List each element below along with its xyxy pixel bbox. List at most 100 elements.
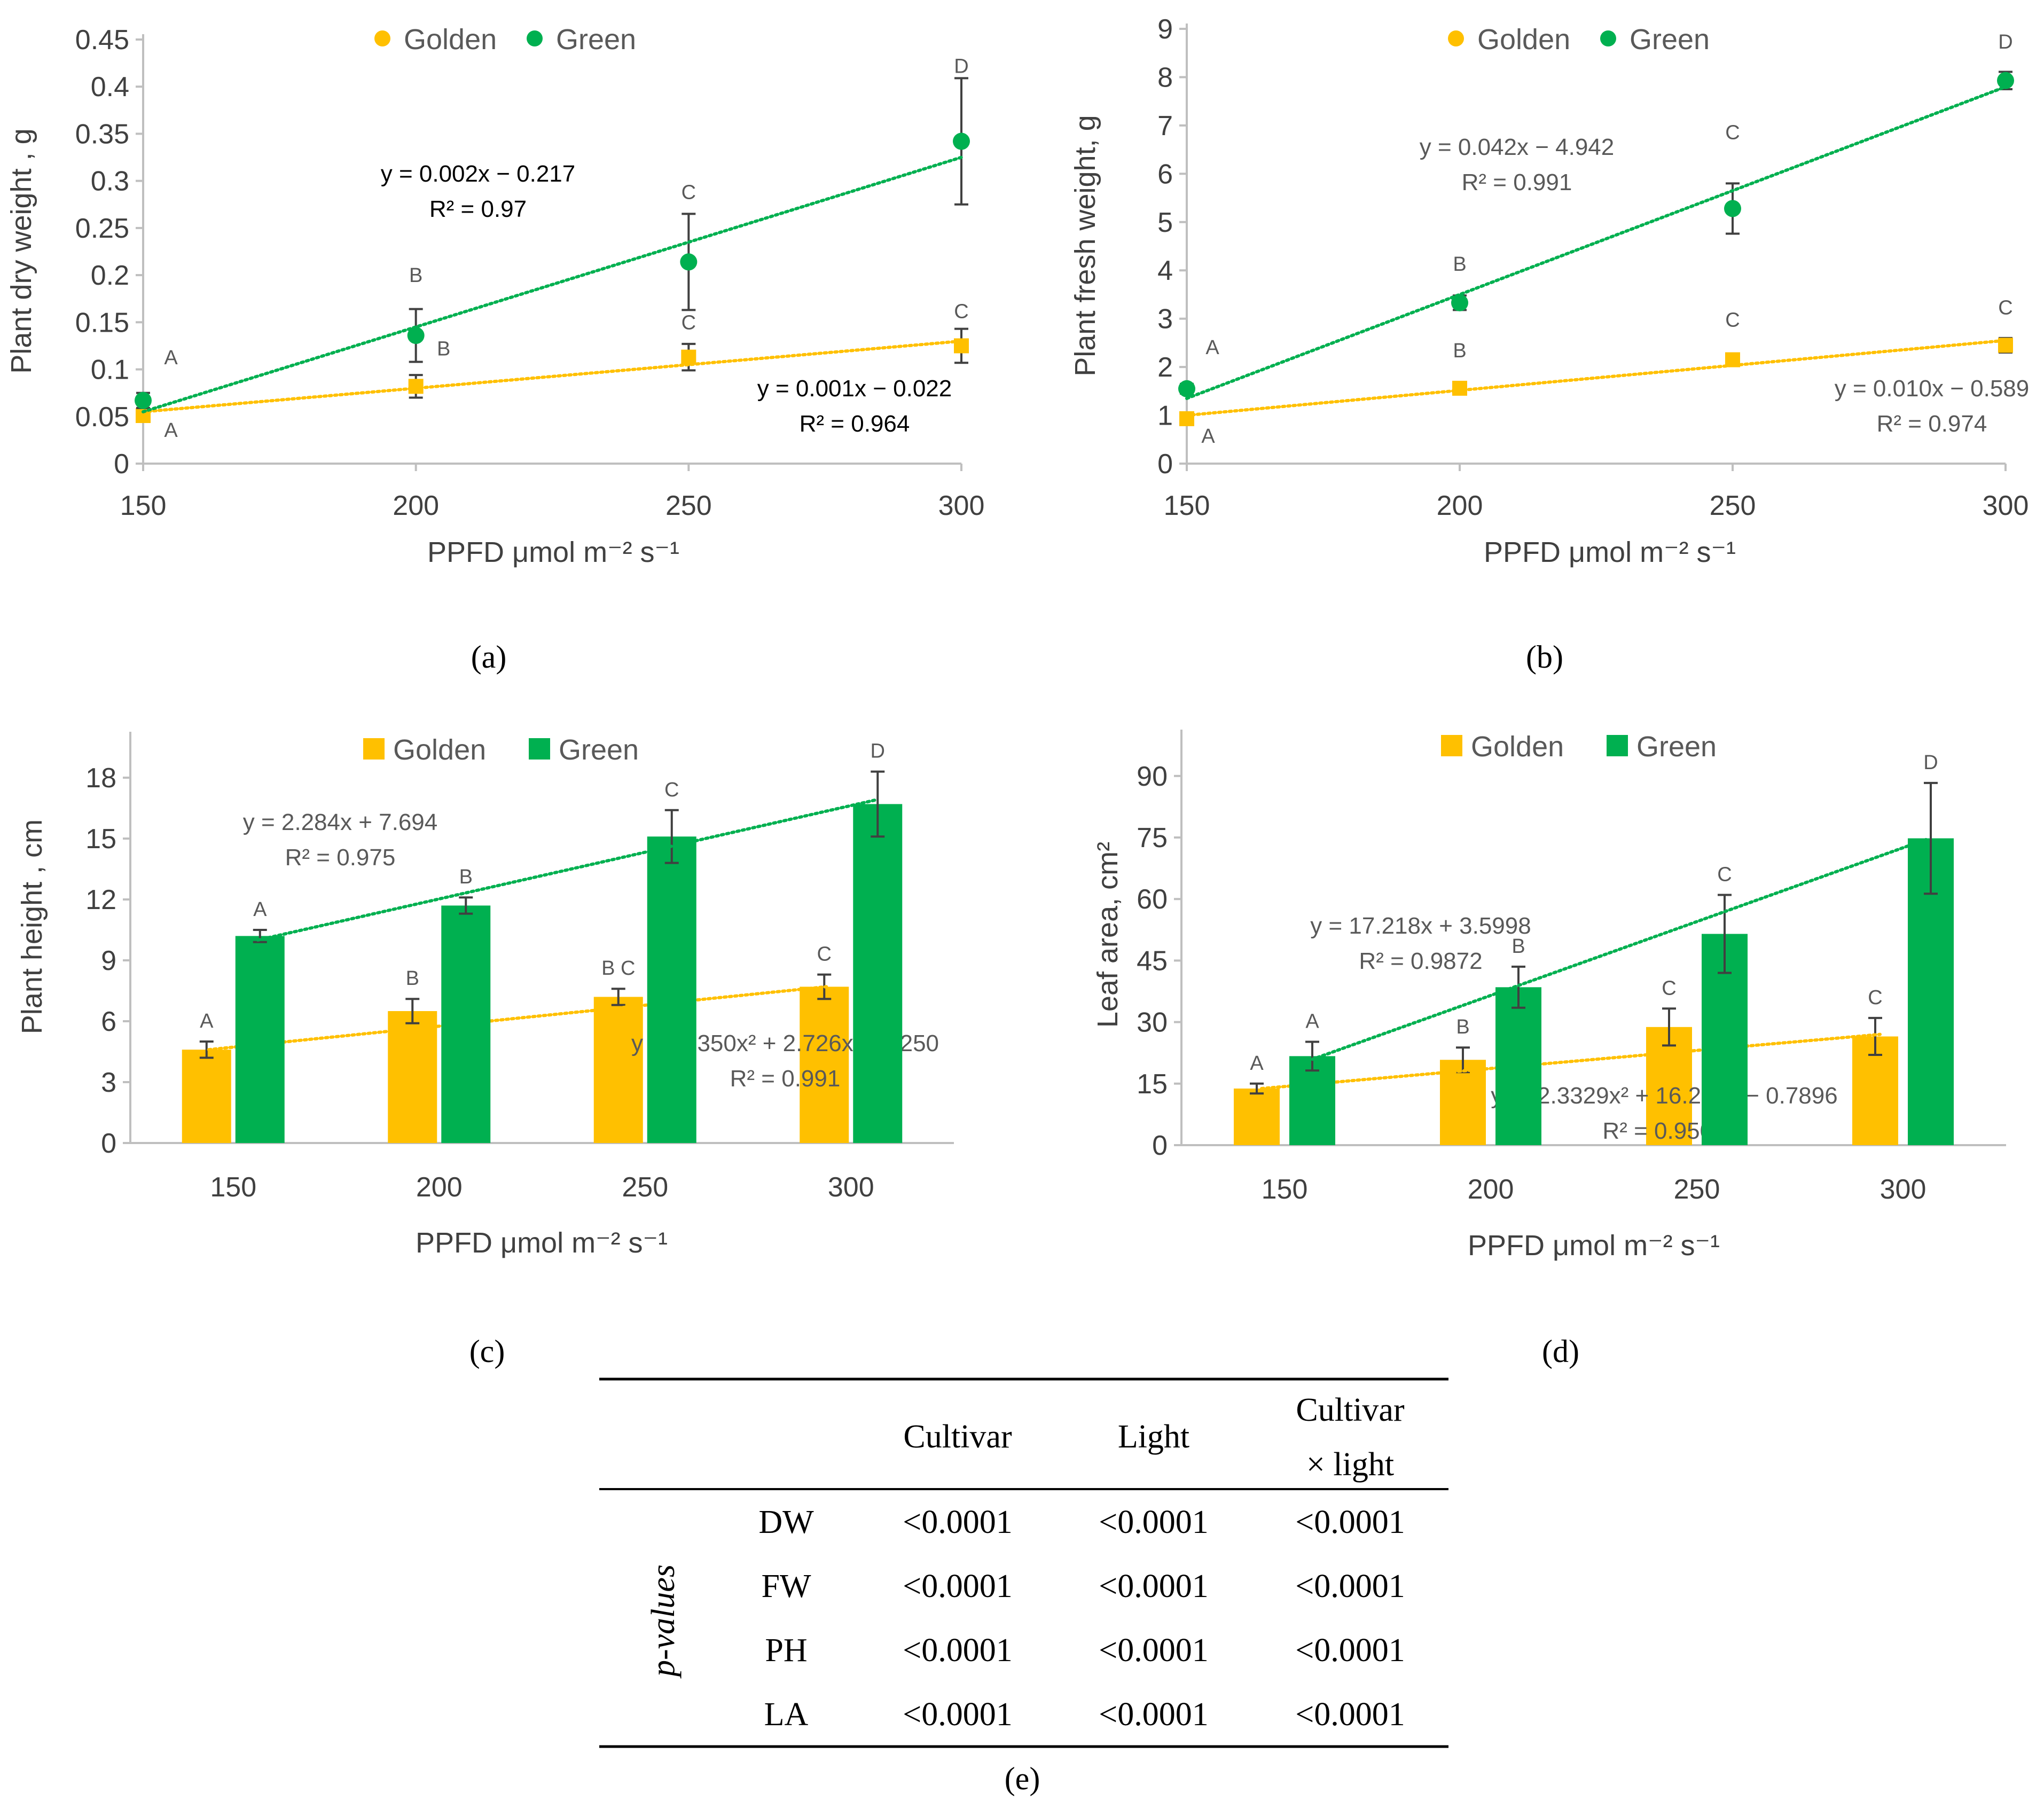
table-row: LA <0.0001 <0.0001 <0.0001 — [764, 1696, 1405, 1733]
b-y-tick-label: 6 — [1157, 159, 1173, 190]
d-golden-bar — [1440, 1060, 1486, 1145]
c-y-tick-label: 0 — [101, 1128, 116, 1159]
b-y-tick-label: 0 — [1157, 449, 1173, 480]
c-golden-trendline — [207, 985, 828, 1052]
c-green-bar — [235, 936, 285, 1143]
d-y-tick-label: 0 — [1152, 1130, 1168, 1161]
c-green-significance-letter: A — [253, 898, 267, 921]
a-y-tick-label: 0.35 — [75, 119, 129, 150]
a-green-significance-letter: C — [682, 181, 696, 203]
a-y-tick-label: 0 — [114, 449, 129, 480]
a-legend-label-green: Green — [556, 24, 636, 56]
c-golden-bar — [800, 987, 849, 1143]
c-green-bar — [853, 804, 903, 1143]
a-green-trend-equation: y = 0.002x − 0.217 — [381, 161, 576, 187]
b-golden-significance-letter: B — [1453, 340, 1466, 362]
b-legend-label-green: Green — [1630, 24, 1710, 56]
c-y-tick-label: 3 — [101, 1067, 116, 1098]
d-x-tick-label: 150 — [1262, 1174, 1308, 1205]
c-golden-significance-letter: B — [406, 967, 419, 990]
b-y-axis-title: Plant fresh weight, g — [1069, 115, 1101, 376]
row-label-ph: PH — [765, 1632, 807, 1669]
c-y-tick-label: 9 — [101, 945, 116, 976]
b-green-point — [1997, 72, 2014, 89]
row-group-label-text: p-values — [645, 1564, 682, 1679]
a-y-tick-label: 0.05 — [75, 402, 129, 433]
d-green-significance-letter: D — [1923, 752, 1938, 774]
b-legend-marker-green — [1600, 30, 1616, 46]
b-green-significance-letter: D — [1998, 31, 2012, 53]
c-golden-bar — [388, 1011, 437, 1143]
b-x-tick-label: 150 — [1164, 490, 1210, 521]
b-green-significance-letter: A — [1205, 336, 1219, 359]
a-green-trend-r2: R² = 0.97 — [429, 196, 527, 222]
a-panel-label: (a) — [471, 639, 507, 675]
a-green-significance-letter: D — [954, 56, 968, 78]
cell-dw-light: <0.0001 — [1099, 1504, 1208, 1540]
header-cultivar-x-light-line1: Cultivar — [1296, 1392, 1405, 1428]
a-green-point — [953, 132, 970, 150]
a-green-point — [135, 392, 152, 409]
c-green-trend-r2: R² = 0.975 — [285, 844, 396, 871]
a-x-tick-label: 250 — [665, 490, 712, 521]
d-legend-label-golden: Golden — [1471, 731, 1564, 763]
c-legend-label-golden: Golden — [393, 734, 486, 766]
c-golden-bar — [182, 1050, 231, 1143]
a-legend: Golden Green — [374, 24, 636, 56]
d-x-tick-label: 300 — [1880, 1174, 1926, 1205]
b-y-tick-label: 2 — [1157, 352, 1173, 383]
d-legend-label-green: Green — [1636, 731, 1717, 763]
b-y-tick-label: 8 — [1157, 62, 1173, 93]
b-golden-trend-r2: R² = 0.974 — [1877, 411, 1987, 437]
a-golden-significance-letter: C — [954, 300, 968, 323]
c-legend: Golden Green — [363, 734, 639, 766]
a-golden-trend-equation: y = 0.001x − 0.022 — [757, 375, 952, 402]
cell-dw-cultivar: <0.0001 — [903, 1504, 1012, 1540]
b-green-point — [1178, 380, 1195, 397]
a-x-tick-label: 150 — [120, 490, 167, 521]
b-series-golden: A B C Cy = 0.010x − 0.589 R² = 0.974 — [1179, 296, 2029, 448]
row-group-label-p-values: p-values — [645, 1564, 682, 1679]
b-golden-significance-letter: C — [1998, 296, 2012, 319]
b-legend: Golden Green — [1448, 24, 1710, 56]
b-y-tick-label: 4 — [1157, 255, 1173, 286]
a-y-tick-label: 0.2 — [91, 260, 129, 291]
a-x-tick-label: 300 — [938, 490, 985, 521]
header-cultivar: Cultivar — [903, 1419, 1012, 1455]
a-golden-significance-letter: A — [164, 419, 178, 442]
c-golden-bar — [593, 997, 643, 1143]
c-golden-trend-r2: R² = 0.991 — [730, 1066, 841, 1092]
c-legend-label-green: Green — [559, 734, 639, 766]
c-golden-significance-letter: A — [200, 1010, 214, 1032]
d-legend-swatch-golden — [1441, 735, 1462, 756]
a-green-significance-letter: A — [164, 347, 178, 369]
b-y-tick-label: 3 — [1157, 304, 1173, 335]
table-row: DW <0.0001 <0.0001 <0.0001 — [758, 1504, 1405, 1540]
c-x-tick-label: 250 — [622, 1172, 668, 1203]
d-golden-significance-letter: B — [1456, 1016, 1469, 1038]
panel-b-fresh-weight-chart: 0 1 2 3 4 5 6 7 8 9 150 200 250 300 PPFD μmol m⁻² s⁻¹ P… — [1069, 14, 2029, 675]
d-y-tick-label: 90 — [1137, 761, 1168, 792]
a-green-point — [407, 327, 425, 345]
d-green-trend-equation: y = 17.218x + 3.5998 — [1310, 913, 1531, 939]
d-golden-bar — [1234, 1089, 1280, 1145]
b-legend-marker-golden — [1448, 30, 1464, 46]
table-row: FW <0.0001 <0.0001 <0.0001 — [762, 1568, 1405, 1604]
a-y-tick-label: 0.4 — [91, 72, 129, 103]
b-golden-significance-letter: C — [1725, 309, 1740, 332]
d-green-significance-letter: B — [1512, 935, 1525, 958]
d-green-trend-r2: R² = 0.9872 — [1359, 948, 1482, 974]
a-y-axis-title: Plant dry weight , g — [5, 128, 37, 373]
cell-la-cultivar: <0.0001 — [903, 1696, 1012, 1733]
cell-la-interaction: <0.0001 — [1295, 1696, 1405, 1733]
b-y-tick-label: 5 — [1157, 207, 1173, 238]
b-golden-point — [1452, 380, 1467, 396]
d-y-tick-label: 30 — [1137, 1007, 1168, 1038]
d-series-green: A B C Dy = 17.218x + 3.5998 R² = 0.9872 — [1289, 752, 1954, 1145]
cell-fw-cultivar: <0.0001 — [903, 1568, 1012, 1604]
d-x-tick-label: 200 — [1468, 1174, 1514, 1205]
d-green-bar — [1495, 987, 1541, 1145]
a-legend-marker-golden — [374, 30, 390, 46]
b-green-significance-letter: B — [1453, 253, 1466, 276]
